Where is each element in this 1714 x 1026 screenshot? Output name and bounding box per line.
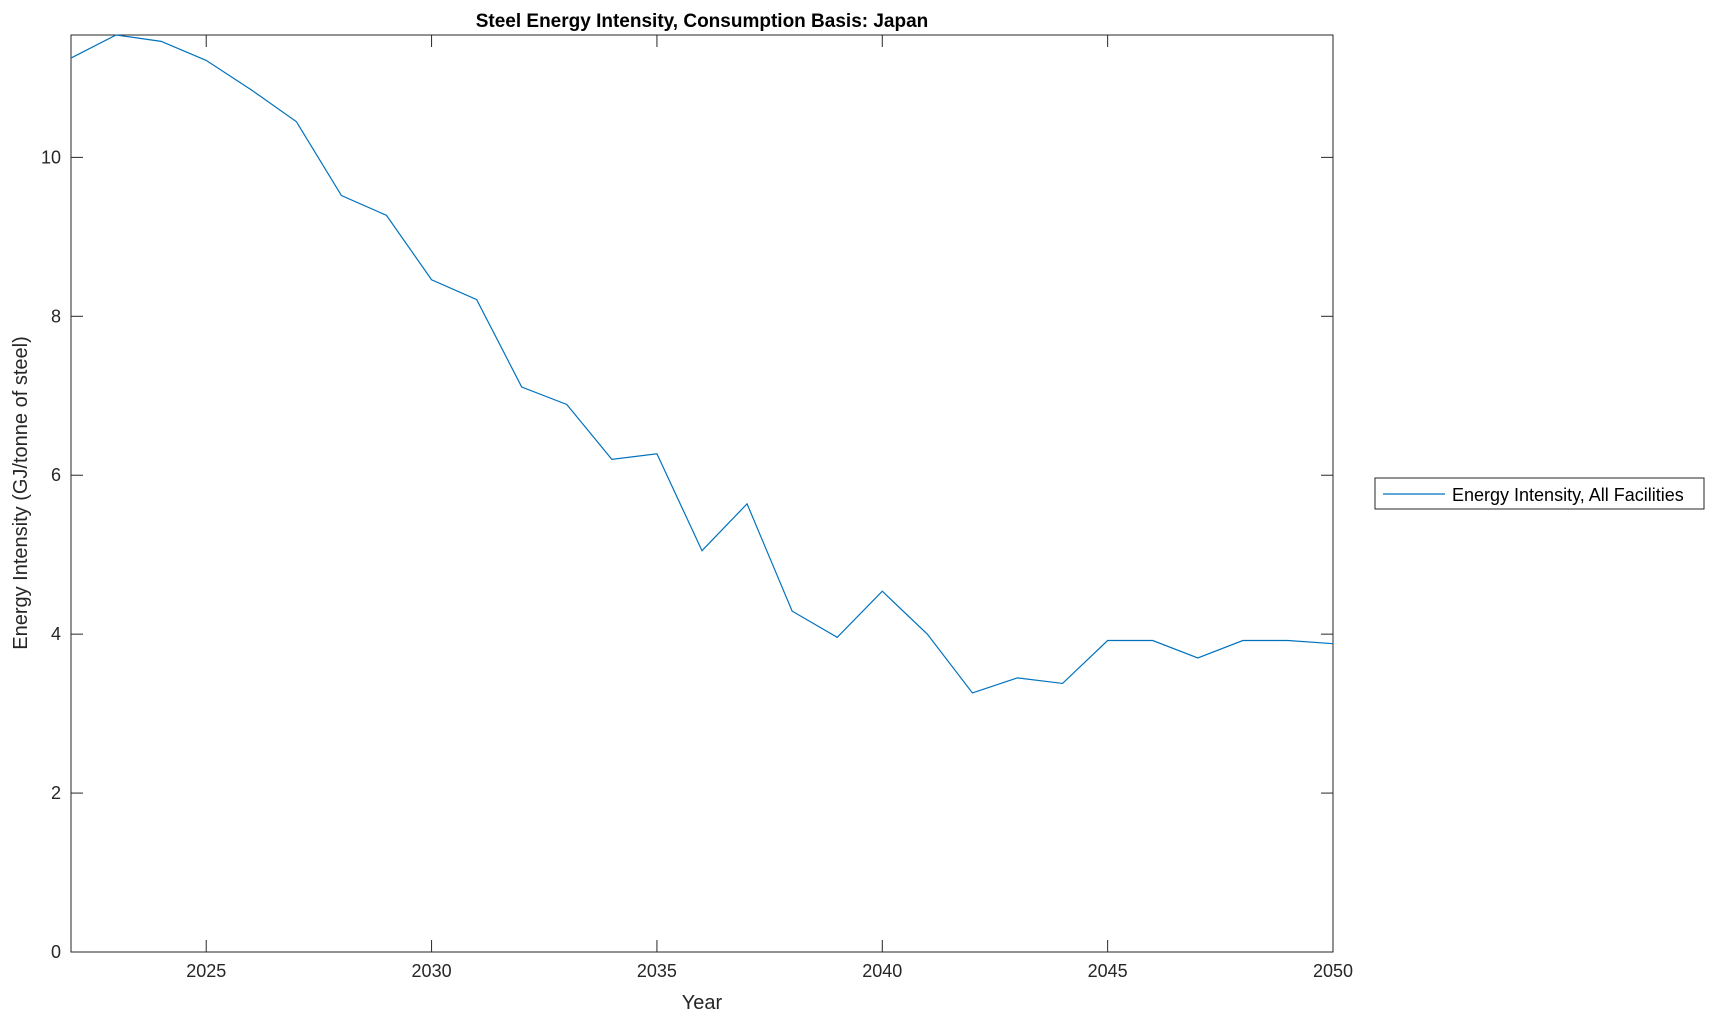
legend[interactable]: Energy Intensity, All Facilities [1374,477,1705,510]
y-tick-label: 6 [51,465,61,485]
x-tick-label: 2045 [1088,961,1128,981]
x-tick-label: 2030 [412,961,452,981]
series-line [70,34,1334,694]
x-tick-label: 2025 [186,961,226,981]
x-axis-label: Year [682,992,723,1014]
x-tick-label: 2035 [637,961,677,981]
x-tick-label: 2050 [1313,961,1353,981]
y-tick-label: 0 [51,942,61,962]
x-tick-label: 2040 [862,961,902,981]
legend-label: Energy Intensity, All Facilities [1452,485,1684,505]
y-tick-label: 10 [41,147,61,167]
ticks: 2025 2030 2035 2040 2045 2050 0 2 4 6 8 10 [41,35,1353,981]
y-tick-label: 8 [51,306,61,326]
y-tick-label: 2 [51,783,61,803]
series-layer [70,34,1334,694]
plot-area [70,34,1334,953]
y-axis-label: Energy Intensity (GJ/tonne of steel) [10,336,32,650]
y-tick-label: 4 [51,624,61,644]
axes [70,34,1334,953]
chart-title: Steel Energy Intensity, Consumption Basi… [476,11,929,32]
